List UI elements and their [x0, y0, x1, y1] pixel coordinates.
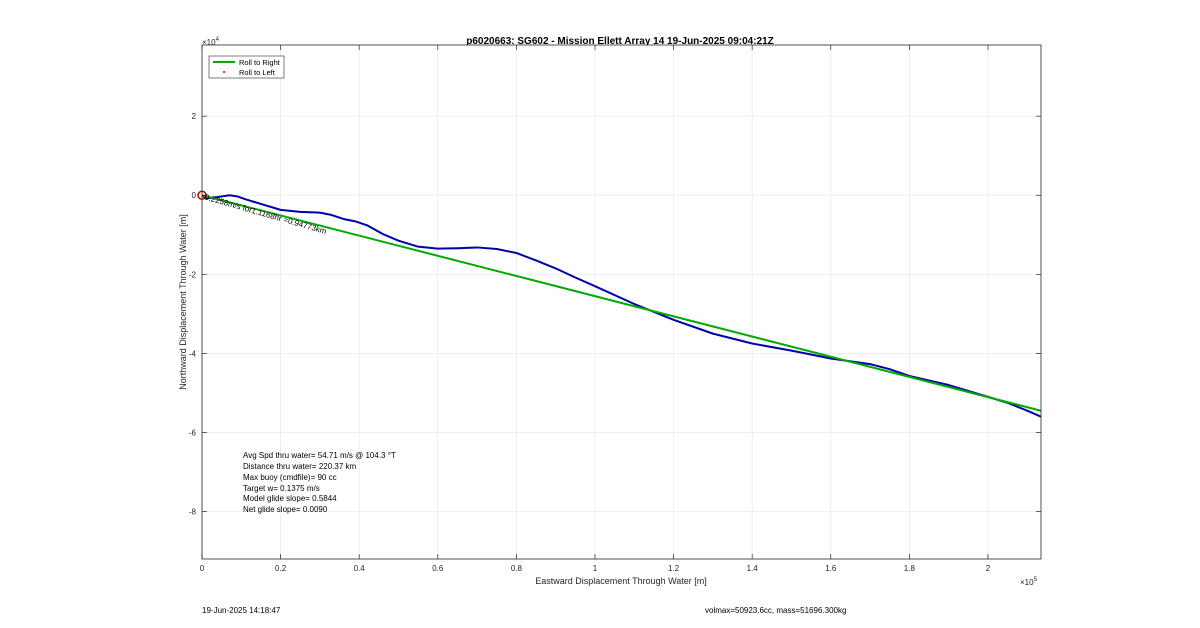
y-tick-label: -6 [189, 428, 197, 437]
y-exponent-label: ×10 [202, 38, 216, 47]
x-tick-label: 0.4 [354, 564, 366, 573]
stat-net-glide-slope: Net glide slope= 0.0090 [243, 505, 328, 514]
y-tick-label: 0 [192, 191, 197, 200]
x-tick-label: 1.2 [668, 564, 680, 573]
y-exponent-base: ×104 [202, 37, 220, 47]
chart-title: p6020663: SG602 - Mission Ellett Array 1… [466, 36, 774, 47]
stat-target-w: Target w= 0.1375 m/s [243, 484, 320, 493]
x-tick-label: 0.2 [275, 564, 287, 573]
y-tick-label: 2 [192, 112, 197, 121]
y-exponent-power: 4 [216, 37, 220, 43]
y-tick-label: -8 [189, 508, 197, 517]
x-axis-label: Eastward Displacement Through Water [m] [535, 576, 707, 586]
legend-label-roll-right: Roll to Right [239, 58, 281, 67]
stat-model-glide-slope: Model glide slope= 0.5844 [243, 494, 337, 503]
x-tick-label: 1 [593, 564, 598, 573]
plot-frame [201, 44, 1042, 560]
stat-distance: Distance thru water= 220.37 km [243, 462, 357, 471]
footer-timestamp: 19-Jun-2025 14:18:47 [202, 606, 281, 615]
x-tick-label: 1.6 [825, 564, 837, 573]
stats-block: Avg Spd thru water= 54.71 m/s @ 104.3 °T… [243, 451, 396, 514]
y-tick-label: -2 [189, 270, 197, 279]
x-tick-label: 1.4 [747, 564, 759, 573]
series-roll-to-right-line [201, 194, 1042, 412]
x-tick-label: 2 [986, 564, 991, 573]
x-tick-label: 0.8 [511, 564, 523, 573]
legend-label-roll-left: Roll to Left [239, 68, 276, 77]
plot-area: 0.2258m/s for1.1168hr =0.94773km [197, 44, 1042, 560]
y-tick-label: -4 [189, 349, 197, 358]
x-exponent-base: ×105 [1020, 577, 1038, 587]
y-axis-label: Northward Displacement Through Water [m] [178, 214, 188, 390]
grid-lines [201, 45, 1041, 559]
legend: Roll to Right Roll to Left [208, 55, 285, 79]
stat-max-buoy: Max buoy (cmdfile)= 90 cc [243, 473, 337, 482]
tick-marks [201, 45, 1041, 559]
x-tick-label: 0 [200, 564, 205, 573]
x-exponent-power: 5 [1034, 577, 1038, 583]
stat-avg-speed: Avg Spd thru water= 54.71 m/s @ 104.3 °T [243, 451, 396, 460]
x-exponent-label: ×10 [1020, 578, 1034, 587]
legend-swatch-roll-left [223, 71, 225, 73]
footer-volmax-mass: volmax=50923.6cc, mass=51696.300kg [705, 606, 847, 615]
x-tick-label: 1.8 [904, 564, 916, 573]
x-tick-label: 0.6 [432, 564, 444, 573]
series-track-line [201, 194, 1042, 418]
